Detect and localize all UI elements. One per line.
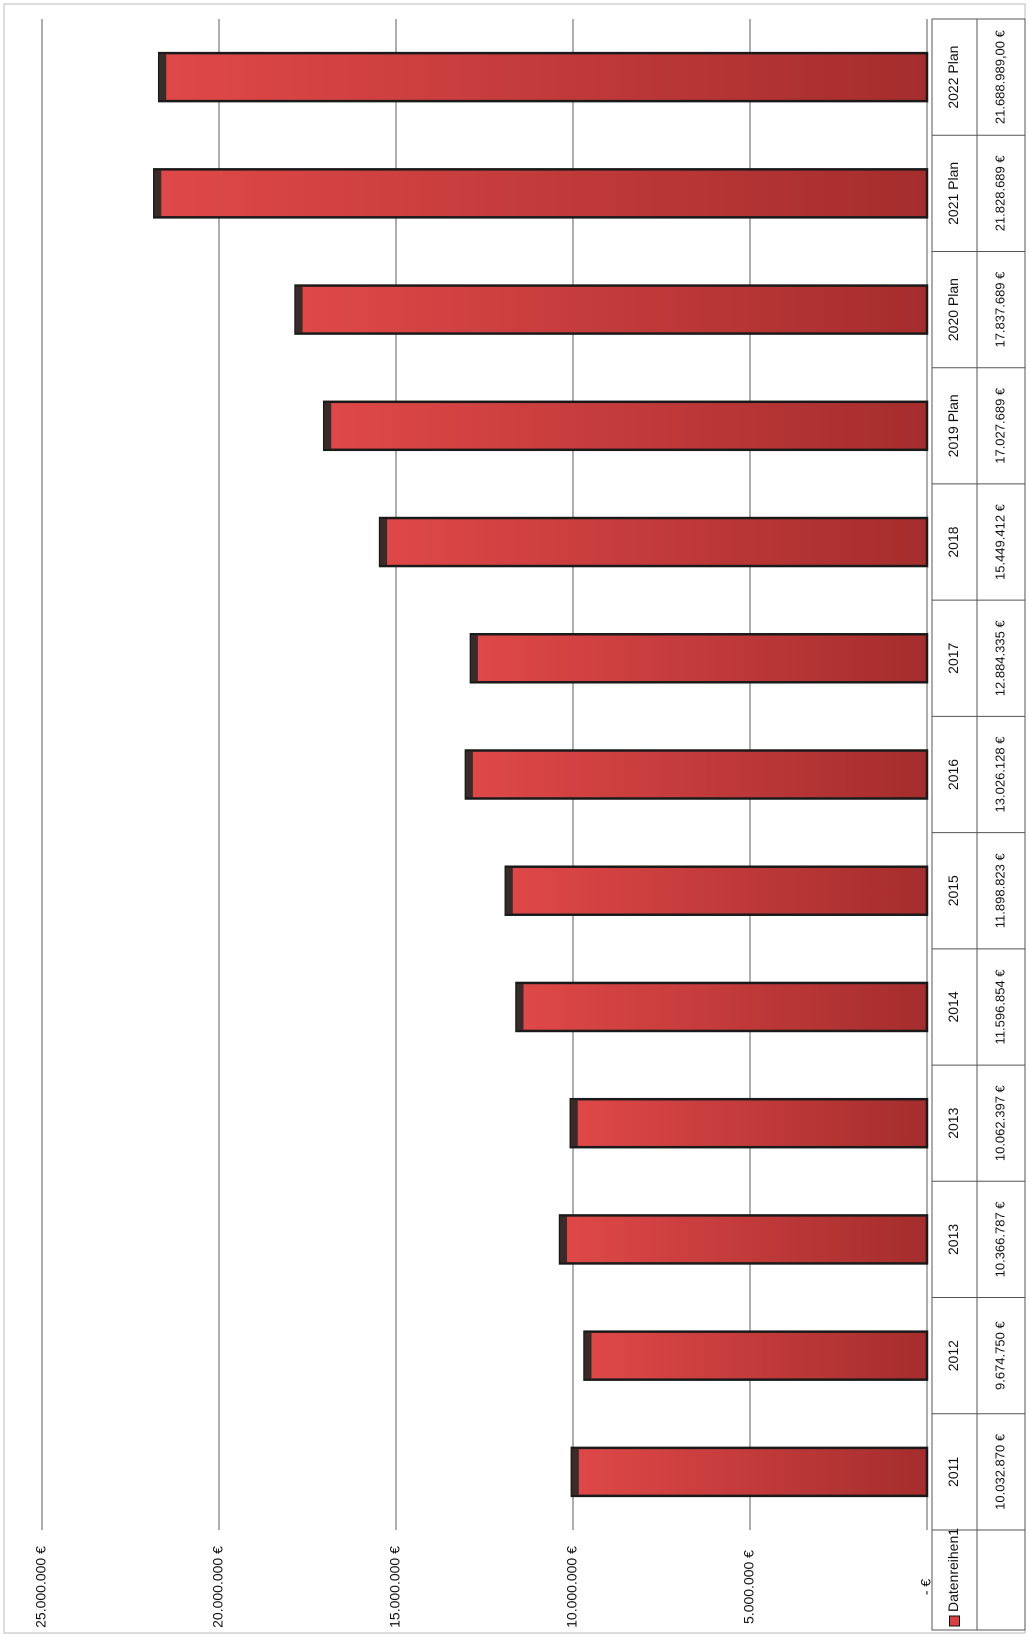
legend-label: Datenreihen1 — [945, 1528, 961, 1612]
value-label: 15.449.412 € — [992, 503, 1007, 580]
bar — [515, 981, 929, 1033]
value-label: 21.688.989,00 € — [992, 29, 1007, 124]
bar — [322, 400, 929, 452]
category-label: 2014 — [945, 991, 961, 1022]
category-label: 2020 Plan — [945, 278, 961, 341]
bar — [570, 1446, 929, 1498]
value-label: 10.366.787 € — [992, 1201, 1007, 1278]
bar-cap — [505, 867, 513, 914]
category-label: 2021 Plan — [945, 162, 961, 225]
bar — [558, 1214, 929, 1265]
bar-cap — [570, 1100, 578, 1147]
bar-cap — [470, 635, 478, 682]
category-label: 2013 — [945, 1107, 961, 1138]
bar-cap — [560, 1216, 568, 1263]
bar-cap — [154, 170, 162, 217]
y-tick-label: - € — [918, 1579, 934, 1596]
y-tick-label: 20.000.000 € — [210, 1546, 226, 1628]
legend-marker — [949, 1615, 960, 1627]
data-table — [931, 18, 1026, 1631]
bar-cap — [324, 402, 332, 449]
category-label: 2015 — [945, 875, 961, 906]
y-tick-label: 25.000.000 € — [33, 1546, 49, 1628]
bar — [464, 749, 929, 800]
bar-cap — [584, 1332, 592, 1379]
bar-cap — [465, 751, 473, 798]
value-label: 17.837.689 € — [992, 271, 1007, 348]
y-tick-label: 5.000.000 € — [741, 1550, 757, 1624]
bar — [378, 516, 929, 568]
value-label: 12.884.335 € — [992, 620, 1007, 697]
category-label: 2018 — [945, 526, 961, 557]
bar — [157, 51, 929, 103]
bar — [504, 865, 929, 916]
value-label: 13.026.128 € — [992, 736, 1007, 813]
bar-cap — [571, 1448, 579, 1495]
bar — [569, 1097, 929, 1149]
bar-cap — [295, 286, 303, 333]
bar-cap — [516, 983, 524, 1030]
y-tick-label: 15.000.000 € — [387, 1546, 403, 1628]
bar-cap — [380, 519, 388, 566]
bar — [469, 633, 929, 684]
value-label: 10.032.870 € — [992, 1433, 1007, 1510]
bar — [294, 284, 929, 335]
value-label: 21.828.689 € — [992, 155, 1007, 232]
bar — [153, 168, 929, 219]
category-label: 2017 — [945, 642, 961, 673]
value-label: 10.062.397 € — [992, 1084, 1007, 1161]
value-label: 9.674.750 € — [992, 1321, 1007, 1390]
bar — [583, 1330, 929, 1381]
category-label: 2019 Plan — [945, 394, 961, 457]
category-label: 2012 — [945, 1340, 961, 1371]
value-label: 17.027.689 € — [992, 387, 1007, 464]
value-label: 11.898.823 € — [992, 852, 1007, 928]
chart-border — [3, 3, 1026, 1634]
category-label: 2011 — [945, 1457, 961, 1487]
category-label: 2016 — [945, 759, 961, 790]
bar-cap — [159, 54, 167, 101]
category-label: 2022 Plan — [945, 46, 961, 109]
category-label: 2013 — [945, 1224, 961, 1255]
y-tick-label: 10.000.000 € — [564, 1546, 580, 1628]
value-label: 11.596.854 € — [992, 969, 1007, 1045]
